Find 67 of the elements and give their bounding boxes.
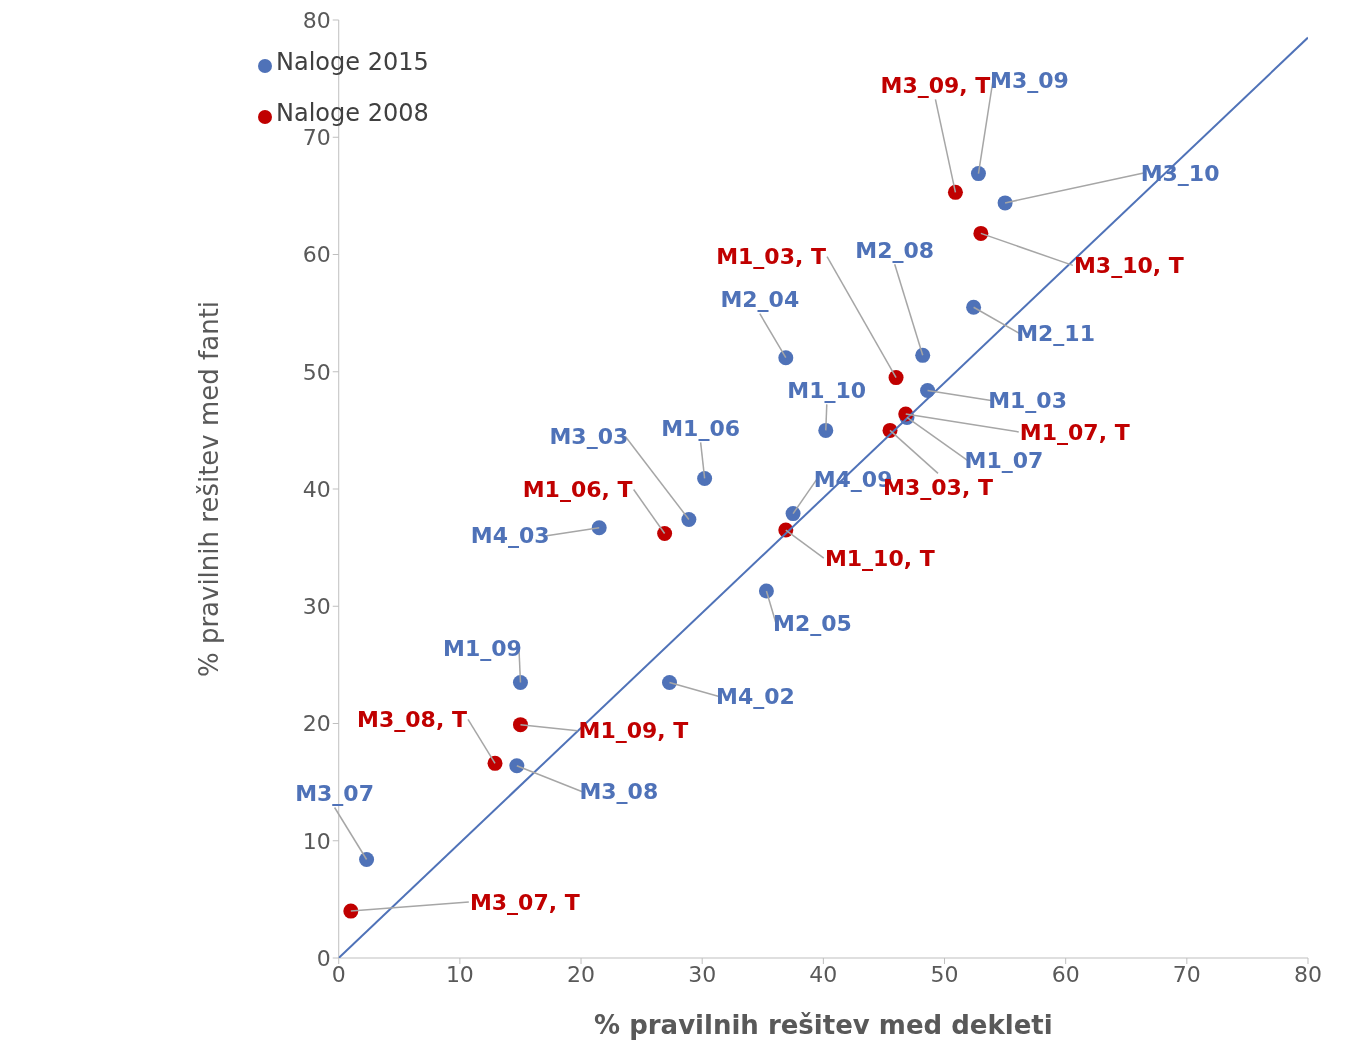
point — [888, 370, 904, 386]
point — [758, 583, 774, 599]
data-label: M2_05 — [773, 610, 852, 636]
y-tick-label: 50 — [302, 359, 331, 385]
y-tick-label: 30 — [302, 594, 331, 620]
data-label: M4_03 — [470, 523, 550, 549]
data-label: M3_10, T — [1073, 253, 1184, 279]
point — [973, 225, 989, 241]
legend-label: Naloge 2008 — [276, 99, 429, 127]
data-label: M1_06, T — [522, 477, 633, 503]
x-tick-label: 50 — [930, 961, 959, 987]
data-label: M1_10 — [787, 378, 867, 404]
point — [512, 717, 528, 733]
point — [359, 852, 375, 868]
x-tick-label: 10 — [445, 961, 474, 987]
point — [966, 299, 982, 315]
point — [818, 422, 834, 438]
data-label: M1_07 — [964, 448, 1044, 474]
point — [681, 511, 697, 527]
y-tick-label: 70 — [302, 125, 331, 151]
data-label: M3_07, T — [469, 889, 580, 915]
point — [970, 166, 986, 182]
data-label: M1_07, T — [1019, 419, 1130, 445]
data-label: M4_02 — [716, 684, 795, 710]
y-tick-label: 10 — [302, 828, 331, 854]
data-label: M3_09 — [990, 68, 1069, 94]
x-tick-label: 60 — [1051, 961, 1080, 987]
point — [915, 347, 931, 363]
data-label: M3_09, T — [880, 73, 991, 99]
data-label: M2_11 — [1016, 320, 1096, 346]
y-tick-label: 60 — [302, 242, 331, 268]
data-label: M1_10, T — [824, 545, 935, 571]
point — [785, 506, 801, 522]
data-label: M3_07 — [295, 781, 374, 807]
point — [778, 350, 794, 366]
x-tick-label: 70 — [1172, 961, 1201, 987]
x-tick-label: 80 — [1294, 961, 1322, 987]
data-label: M3_08, T — [357, 707, 467, 733]
y-tick-label: 80 — [302, 7, 331, 33]
data-label: M1_03 — [988, 388, 1067, 414]
y-tick-label: 20 — [302, 711, 331, 737]
point — [487, 755, 503, 771]
point — [343, 903, 359, 919]
data-label: M1_09, T — [578, 718, 689, 744]
point — [509, 758, 525, 774]
data-label: M3_03 — [549, 424, 629, 450]
y-tick-label: 0 — [316, 945, 331, 971]
data-label: M2_08 — [855, 238, 935, 264]
y-axis-title: % pravilnih rešitev med fanti — [193, 300, 224, 678]
x-axis-title: % pravilnih rešitev med dekleti — [594, 1010, 1053, 1040]
point — [997, 195, 1013, 211]
point — [697, 470, 713, 486]
data-label: M1_03, T — [716, 244, 826, 270]
legend-label: Naloge 2015 — [276, 48, 429, 76]
data-label: M1_09 — [443, 636, 522, 662]
point — [657, 526, 673, 542]
x-tick-label: 40 — [809, 961, 838, 987]
x-tick-label: 20 — [567, 961, 596, 987]
point — [947, 184, 963, 200]
x-tick-label: 30 — [688, 961, 717, 987]
point — [591, 520, 607, 536]
y-tick-label: 40 — [302, 476, 331, 502]
point — [661, 674, 677, 690]
data-label: M3_08 — [579, 779, 659, 805]
data-label: M2_04 — [720, 287, 800, 313]
point — [512, 674, 528, 690]
data-label: M1_06 — [661, 416, 741, 442]
